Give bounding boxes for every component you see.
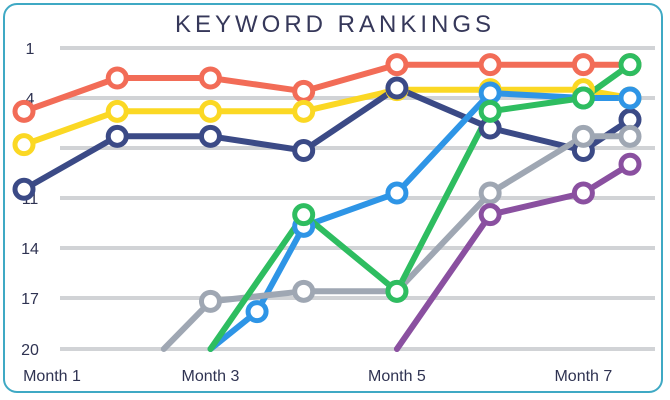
series-point bbox=[385, 76, 409, 100]
series-point bbox=[618, 124, 642, 148]
series-point bbox=[292, 139, 316, 162]
series-point bbox=[618, 53, 642, 77]
x-tick-label: Month 5 bbox=[368, 368, 426, 385]
x-tick-label: Month 3 bbox=[182, 368, 240, 385]
y-tick-labels: 14711141720 bbox=[21, 41, 39, 359]
series-point bbox=[292, 279, 316, 303]
series-point bbox=[198, 99, 222, 123]
series-point bbox=[571, 124, 595, 148]
series-point bbox=[12, 133, 36, 157]
series-point bbox=[385, 53, 409, 77]
series-point bbox=[478, 181, 502, 205]
series-points bbox=[12, 53, 642, 324]
series-point bbox=[618, 152, 642, 176]
x-tick-label: Month 7 bbox=[554, 368, 612, 385]
series-point bbox=[105, 66, 129, 90]
series-point bbox=[198, 289, 222, 313]
series-line bbox=[21, 61, 633, 115]
series-point bbox=[478, 53, 502, 77]
x-tick-labels: Month 1 Month 3 Month 5 Month 7 bbox=[23, 368, 612, 385]
series-point bbox=[618, 86, 642, 110]
series-point bbox=[571, 86, 595, 110]
series-point bbox=[198, 66, 222, 90]
series-point bbox=[478, 99, 502, 123]
series-point bbox=[245, 300, 269, 324]
series-point bbox=[571, 181, 595, 205]
series-line bbox=[21, 86, 633, 148]
series-point bbox=[292, 203, 316, 227]
series-point bbox=[478, 203, 502, 227]
y-tick-label: 17 bbox=[21, 291, 39, 308]
series-point bbox=[105, 99, 129, 123]
y-tick-label: 1 bbox=[26, 41, 35, 58]
series-line bbox=[207, 61, 633, 352]
series-point bbox=[571, 53, 595, 77]
y-tick-label: 14 bbox=[21, 241, 39, 258]
y-tick-label: 4 bbox=[26, 91, 35, 108]
series-point bbox=[292, 79, 316, 103]
series-point bbox=[478, 81, 502, 105]
series-point bbox=[12, 177, 36, 201]
series-point bbox=[12, 99, 36, 123]
series-line bbox=[393, 161, 633, 352]
chart-title: KEYWORD RANKINGS bbox=[174, 11, 496, 38]
y-tick-label: 20 bbox=[21, 342, 39, 359]
x-tick-label: Month 1 bbox=[23, 368, 81, 385]
series-point bbox=[105, 124, 129, 148]
series-point bbox=[385, 279, 409, 303]
series-point bbox=[198, 124, 222, 148]
series-point bbox=[385, 181, 409, 205]
series-point bbox=[292, 99, 316, 123]
